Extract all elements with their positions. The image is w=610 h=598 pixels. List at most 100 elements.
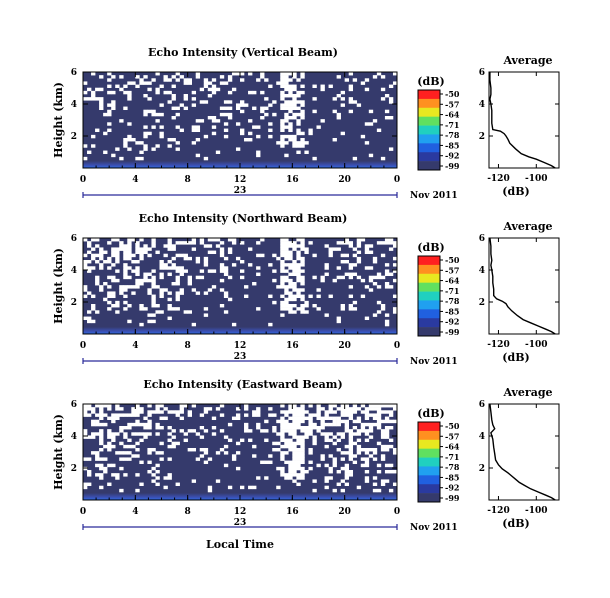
- missing-cell: [155, 304, 160, 308]
- missing-cell: [324, 413, 329, 417]
- missing-cell: [107, 300, 112, 305]
- missing-cell: [139, 410, 144, 414]
- missing-cell: [300, 269, 305, 273]
- missing-cell: [151, 241, 156, 245]
- missing-cell: [187, 310, 192, 314]
- missing-cell: [143, 244, 148, 248]
- missing-cell: [280, 244, 285, 248]
- missing-cell: [368, 153, 374, 158]
- missing-cell: [292, 435, 297, 439]
- missing-cell: [328, 438, 333, 443]
- missing-cell: [211, 426, 217, 430]
- missing-cell: [95, 244, 100, 248]
- missing-cell: [296, 460, 301, 465]
- missing-cell: [348, 304, 354, 308]
- missing-cell: [364, 244, 370, 248]
- missing-cell: [248, 138, 253, 142]
- missing-cell: [284, 285, 289, 289]
- missing-cell: [107, 90, 112, 95]
- missing-cell: [83, 316, 88, 321]
- missing-cell: [360, 457, 366, 461]
- missing-cell: [175, 266, 180, 270]
- missing-cell: [99, 106, 104, 111]
- missing-cell: [288, 278, 293, 283]
- missing-cell: [392, 482, 398, 487]
- missing-cell: [344, 407, 349, 411]
- missing-cell: [388, 404, 394, 408]
- missing-cell: [368, 429, 374, 433]
- missing-cell: [280, 138, 285, 142]
- missing-cell: [312, 109, 317, 114]
- missing-cell: [135, 410, 140, 414]
- missing-cell: [135, 419, 140, 424]
- missing-cell: [147, 432, 152, 436]
- missing-cell: [256, 150, 261, 155]
- missing-cell: [183, 432, 188, 436]
- x-tick-label: 20: [338, 175, 351, 185]
- missing-cell: [348, 441, 354, 446]
- missing-cell: [99, 103, 104, 107]
- missing-cell: [292, 473, 297, 477]
- missing-cell: [256, 241, 261, 245]
- missing-cell: [91, 419, 96, 424]
- missing-cell: [348, 87, 354, 92]
- colorbar-swatch: [418, 134, 440, 144]
- missing-cell: [348, 100, 354, 104]
- missing-cell: [123, 432, 128, 436]
- missing-cell: [123, 426, 128, 430]
- missing-cell: [123, 294, 128, 299]
- missing-cell: [95, 473, 100, 477]
- missing-cell: [87, 87, 92, 92]
- colorbar-swatch: [418, 439, 440, 449]
- missing-cell: [376, 422, 382, 427]
- missing-cell: [320, 419, 325, 424]
- missing-cell: [280, 266, 285, 270]
- missing-cell: [300, 451, 305, 455]
- missing-cell: [296, 451, 301, 455]
- missing-cell: [364, 451, 370, 455]
- missing-cell: [300, 416, 305, 421]
- missing-cell: [328, 416, 333, 421]
- missing-cell: [356, 419, 362, 424]
- missing-cell: [268, 322, 273, 327]
- x-tick-label: 0: [394, 341, 400, 351]
- missing-cell: [240, 103, 245, 107]
- missing-cell: [376, 272, 382, 277]
- missing-cell: [336, 470, 341, 474]
- missing-cell: [384, 463, 390, 468]
- missing-cell: [163, 288, 168, 292]
- missing-cell: [328, 410, 333, 414]
- missing-cell: [296, 144, 301, 148]
- colorbar-frame: [417, 421, 441, 503]
- missing-cell: [119, 451, 124, 455]
- missing-cell: [227, 438, 233, 443]
- missing-cell: [155, 250, 160, 255]
- missing-cell: [155, 404, 160, 408]
- missing-cell: [167, 247, 172, 251]
- missing-cell: [288, 432, 293, 436]
- missing-cell: [111, 473, 116, 477]
- missing-cell: [352, 454, 358, 458]
- missing-cell: [175, 307, 180, 311]
- missing-cell: [264, 476, 269, 480]
- missing-cell: [296, 476, 301, 480]
- missing-cell: [384, 470, 390, 474]
- missing-cell: [87, 457, 92, 461]
- missing-cell: [388, 147, 394, 151]
- missing-cell: [296, 294, 301, 299]
- missing-cell: [215, 407, 221, 411]
- missing-cell: [364, 407, 370, 411]
- missing-cell: [179, 416, 184, 421]
- missing-cell: [264, 97, 269, 101]
- missing-cell: [191, 103, 197, 107]
- missing-cell: [127, 285, 132, 289]
- missing-cell: [131, 410, 136, 414]
- missing-cell: [195, 125, 201, 129]
- missing-cell: [127, 238, 132, 242]
- missing-cell: [111, 435, 116, 439]
- missing-cell: [260, 106, 265, 111]
- missing-cell: [107, 407, 112, 411]
- missing-cell: [87, 407, 92, 411]
- missing-cell: [179, 103, 184, 107]
- day-label: 23: [234, 352, 247, 362]
